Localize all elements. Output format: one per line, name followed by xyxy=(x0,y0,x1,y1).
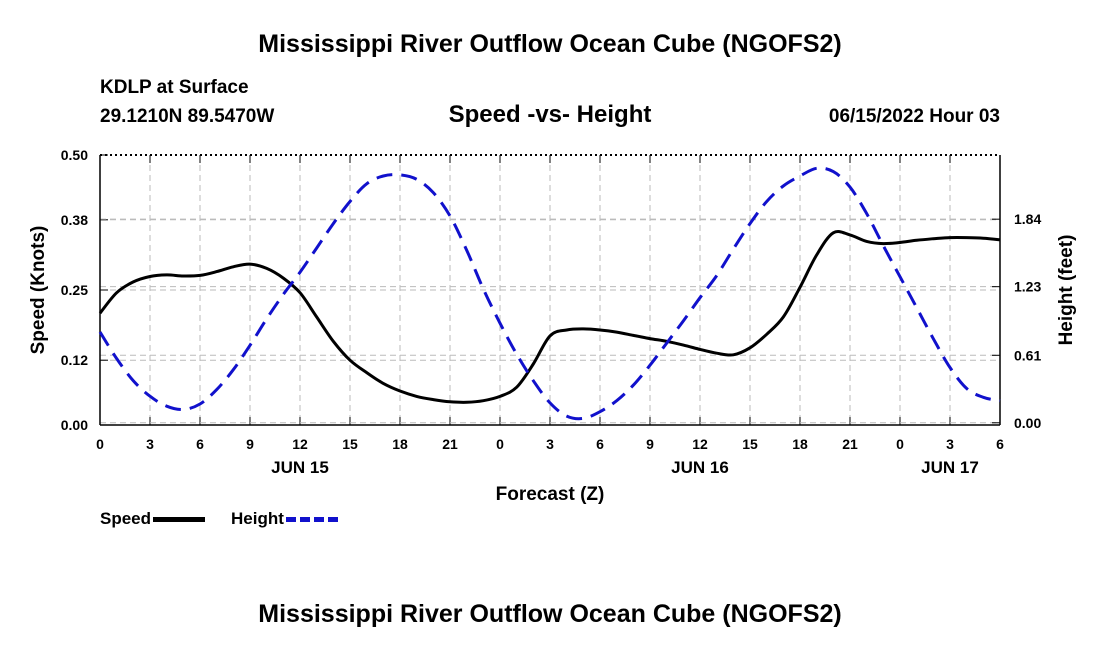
x-tick-label: 15 xyxy=(342,436,358,452)
x-tick-label: 3 xyxy=(546,436,554,452)
station-coordinates: 29.1210N 89.5470W xyxy=(100,106,275,127)
speed-series-line xyxy=(98,229,1001,404)
x-tick-label: 0 xyxy=(96,436,104,452)
y2-axis-title: Height (feet) xyxy=(1056,235,1077,346)
legend-speed-label: Speed xyxy=(100,509,152,528)
y-tick-label: 0.38 xyxy=(61,212,88,228)
day-label: JUN 16 xyxy=(671,458,729,477)
chart-title: Mississippi River Outflow Ocean Cube (NG… xyxy=(258,30,842,58)
x-tick-label: 12 xyxy=(692,436,708,452)
legend-height-label: Height xyxy=(231,509,284,528)
x-tick-label: 12 xyxy=(292,436,308,452)
x-tick-label: 21 xyxy=(442,436,458,452)
legend-speed: Speed xyxy=(100,509,206,529)
y-tick-label: 0.25 xyxy=(61,282,88,298)
x-tick-label: 18 xyxy=(792,436,808,452)
x-tick-label: 9 xyxy=(646,436,654,452)
height-series-line xyxy=(98,166,1001,421)
chart-subtitle: Speed -vs- Height xyxy=(448,101,652,128)
y-tick-label: 0.00 xyxy=(61,417,88,433)
y2-tick-label: 0.00 xyxy=(1014,415,1041,431)
x-tick-label: 3 xyxy=(946,436,954,452)
x-tick-label: 3 xyxy=(146,436,154,452)
x-tick-label: 9 xyxy=(246,436,254,452)
x-tick-label: 21 xyxy=(842,436,858,452)
x-tick-label: 6 xyxy=(996,436,1004,452)
legend-height-swatch xyxy=(285,516,338,522)
y-tick-label: 0.50 xyxy=(61,147,88,163)
x-tick-label: 0 xyxy=(496,436,504,452)
footer-title: Mississippi River Outflow Ocean Cube (NG… xyxy=(258,600,842,628)
station-label: KDLP at Surface xyxy=(100,77,249,98)
day-label: JUN 15 xyxy=(271,458,329,477)
forecast-datetime: 06/15/2022 Hour 03 xyxy=(828,106,1000,127)
legend-height: Height xyxy=(231,509,338,529)
y-axis-title: Speed (Knots) xyxy=(28,226,49,355)
y-tick-label: 0.12 xyxy=(61,352,88,368)
x-axis-title: Forecast (Z) xyxy=(496,484,605,505)
x-tick-label: 6 xyxy=(196,436,204,452)
x-tick-label: 18 xyxy=(392,436,408,452)
legend-speed-swatch xyxy=(153,516,206,522)
x-tick-label: 6 xyxy=(596,436,604,452)
day-label: JUN 17 xyxy=(921,458,979,477)
y2-tick-label: 1.84 xyxy=(1014,211,1041,227)
y2-tick-label: 0.61 xyxy=(1014,347,1041,363)
y2-tick-label: 1.23 xyxy=(1014,279,1041,295)
x-tick-label: 0 xyxy=(896,436,904,452)
x-tick-label: 15 xyxy=(742,436,758,452)
